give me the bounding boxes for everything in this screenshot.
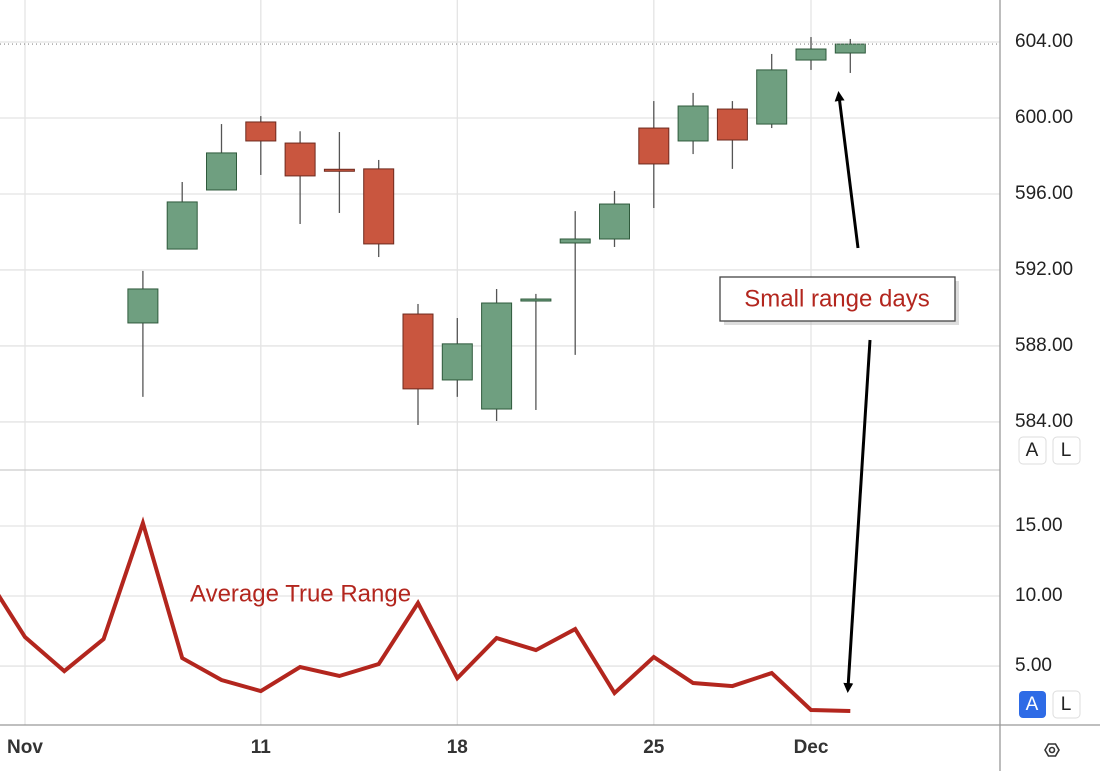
y-tick-label: 596.00 bbox=[1015, 183, 1073, 204]
candle-body bbox=[795, 48, 827, 61]
candle-body bbox=[441, 343, 473, 381]
x-tick-label: 11 bbox=[251, 737, 272, 758]
candle-body bbox=[599, 203, 630, 240]
arrow bbox=[843, 339, 872, 693]
y-tick-label: 10.00 bbox=[1015, 585, 1063, 606]
atr-pane bbox=[0, 516, 851, 713]
y-tick-label: 5.00 bbox=[1015, 655, 1052, 676]
x-tick-label: Dec bbox=[794, 737, 829, 758]
scale-button[interactable]: L bbox=[1052, 690, 1081, 719]
candle-body bbox=[323, 168, 355, 172]
candle-body bbox=[716, 108, 748, 141]
y-tick-label: 592.00 bbox=[1015, 259, 1073, 280]
button-label: A bbox=[1026, 694, 1039, 715]
x-tick-label: 18 bbox=[447, 737, 468, 758]
settings-icon[interactable] bbox=[1044, 743, 1060, 757]
series-line bbox=[0, 516, 851, 713]
candle-body bbox=[284, 142, 316, 177]
series-label: Average True Range bbox=[190, 580, 411, 607]
candle-body bbox=[834, 43, 866, 54]
x-tick-label: 25 bbox=[643, 737, 665, 758]
scale-button[interactable]: A bbox=[1018, 436, 1047, 465]
candle-body bbox=[481, 302, 513, 410]
y-tick-label: 15.00 bbox=[1015, 515, 1063, 536]
annotation: Small range days bbox=[744, 285, 929, 312]
button-label: A bbox=[1026, 440, 1039, 461]
y-tick-label: 604.00 bbox=[1015, 31, 1073, 52]
scale-button[interactable]: A bbox=[1019, 691, 1046, 718]
annotation-box: Small range days bbox=[719, 276, 959, 325]
candle-body bbox=[402, 313, 434, 390]
price-pane bbox=[0, 37, 1000, 425]
arrow bbox=[834, 91, 860, 249]
candle-body bbox=[206, 152, 237, 191]
candle-body bbox=[638, 127, 670, 165]
candle-body bbox=[127, 288, 159, 324]
candle-body bbox=[677, 105, 709, 142]
candle-body bbox=[756, 69, 788, 125]
scale-button[interactable]: L bbox=[1052, 436, 1081, 465]
y-tick-label: 600.00 bbox=[1015, 107, 1073, 128]
candle-body bbox=[520, 298, 552, 302]
candle-body bbox=[166, 201, 198, 250]
y-tick-label: 584.00 bbox=[1015, 411, 1073, 432]
button-label: L bbox=[1061, 440, 1072, 461]
button-label: L bbox=[1061, 694, 1072, 715]
x-tick-label: Nov bbox=[7, 737, 43, 758]
candle-body bbox=[559, 238, 591, 244]
candle-body bbox=[363, 168, 395, 245]
y-tick-label: 588.00 bbox=[1015, 335, 1073, 356]
candle-body bbox=[245, 121, 277, 142]
